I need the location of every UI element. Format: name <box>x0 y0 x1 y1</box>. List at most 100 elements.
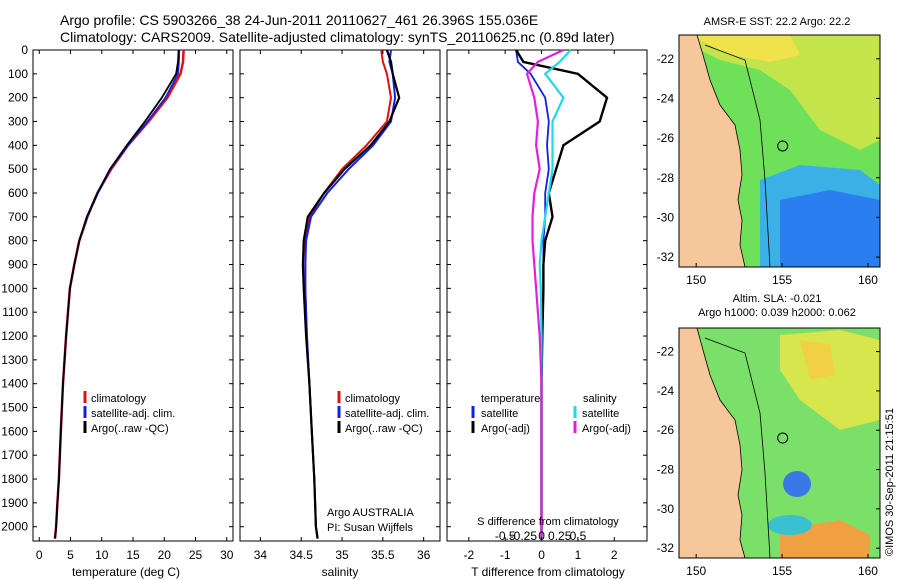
x-tick-label: 20 <box>158 548 172 562</box>
difference-series <box>515 49 609 539</box>
sst-map-axes: 150 155 160 -22 -24 -26 -28 -30 -32 <box>657 52 880 287</box>
sla-map-frame <box>678 327 881 559</box>
legend-label-argo: Argo(..raw -QC) <box>345 423 423 435</box>
series-line-argo <box>301 49 401 539</box>
series-line-t-argo <box>515 49 609 539</box>
legend-title-salinity: salinity <box>583 393 617 405</box>
difference-top-axis: -0.5-0.25 0 0.250.5 <box>495 529 587 543</box>
sla-map-axes: 150 155 160 -22 -24 -26 -28 -30 -32 <box>657 345 880 578</box>
x-tick-label: 25 <box>189 548 203 562</box>
difference-xlabel: T difference from climatology <box>471 565 625 579</box>
depth-axis: 0 100 200 300 400 500 600 700 800 900 1000 1100 1200… <box>1 43 647 534</box>
depth-tick-label: 0 <box>21 43 28 57</box>
depth-tick-label: 1100 <box>2 305 28 319</box>
temperature-panel: 0100200300400500600700800900100011001200… <box>1 43 647 579</box>
series-line-climatology <box>53 49 185 539</box>
x-tick-label: 2 <box>611 548 618 562</box>
salinity-legend: climatology satellite-adj. clim. Argo(..… <box>337 391 429 435</box>
x-tick-label: 0 <box>36 548 43 562</box>
map-x-tick-label: 160 <box>858 564 878 578</box>
map-y-tick-label: -30 <box>657 210 675 224</box>
sst-land <box>679 35 745 267</box>
difference-x-axis: -2 -1 0 1 2 <box>463 50 618 562</box>
map-y-tick-label: -30 <box>657 502 675 516</box>
depth-tick-label: 1600 <box>1 424 28 438</box>
depth-tick-label: 400 <box>8 138 28 152</box>
x-tick-label: -1 <box>500 548 511 562</box>
sla-map-image <box>679 328 880 558</box>
legend-title-temperature: temperature <box>481 393 540 405</box>
map-y-tick-label: -24 <box>657 91 675 105</box>
x-tick-label: 0 <box>538 548 545 562</box>
map-y-tick-label: -22 <box>657 52 675 66</box>
x-tick-label: 35 <box>335 548 349 562</box>
map-y-tick-label: -32 <box>657 541 675 555</box>
sst-coastline <box>696 35 746 267</box>
sst-coolest-region <box>780 190 880 267</box>
salinity-panel: 34 34.5 35 35.5 36 salinity climatology sate… <box>239 49 441 579</box>
salinity-axes-frame <box>239 49 441 542</box>
depth-tick-label: 100 <box>8 67 28 81</box>
depth-tick-label: 1000 <box>1 281 28 295</box>
series-line-satellite <box>304 49 397 539</box>
depth-tick-label: 1800 <box>1 472 28 486</box>
depth-tick-label: 700 <box>8 210 28 224</box>
map-y-tick-label: -28 <box>657 171 675 185</box>
temperature-series <box>53 49 185 539</box>
depth-tick-label: 900 <box>8 258 28 272</box>
map-y-tick-label: -22 <box>657 345 675 359</box>
temperature-x-axis: 0 5 10 15 20 25 30 <box>36 50 234 562</box>
sst-warmest-region <box>690 35 800 62</box>
series-line-climatology <box>304 49 393 539</box>
sla-bathymetry-contour <box>704 337 771 558</box>
top-tick-label: 0 <box>538 529 545 543</box>
depth-tick-label: 1200 <box>1 329 28 343</box>
sst-map-image <box>679 35 880 267</box>
header-line-1: Argo profile: CS 5903266_38 24-Jun-2011 … <box>60 12 538 28</box>
sla-land <box>679 328 745 558</box>
sst-map-panel: AMSR-E SST: 22.2 Argo: 22.2 150 155 160 -22… <box>657 16 881 287</box>
header-line-2: Climatology: CARS2009. Satellite-adjuste… <box>60 29 615 45</box>
sla-low-region <box>768 515 812 535</box>
legend-label-s-satellite: satellite <box>582 408 619 420</box>
series-line-argo <box>54 49 180 539</box>
x-tick-label: 36 <box>417 548 431 562</box>
map-x-tick-label: 150 <box>686 564 706 578</box>
difference-panel: -2 -1 0 1 2 T difference from climatology S … <box>446 49 648 579</box>
depth-tick-label: 1500 <box>1 401 28 415</box>
sst-map-title: AMSR-E SST: 22.2 Argo: 22.2 <box>704 16 851 28</box>
map-x-tick-label: 155 <box>772 273 792 287</box>
x-tick-label: 35.5 <box>371 548 395 562</box>
legend-label-s-argo: Argo(-adj) <box>582 423 631 435</box>
float-program-label: Argo AUSTRALIA <box>327 507 414 519</box>
x-tick-label: 5 <box>67 548 74 562</box>
x-tick-label: 10 <box>95 548 109 562</box>
difference-legend: temperature salinity satellite Argo(-adj… <box>471 393 631 435</box>
map-y-tick-label: -28 <box>657 463 675 477</box>
temperature-axes-frame <box>32 49 234 542</box>
sla-coastline <box>696 328 746 558</box>
sla-map-title-line-2: Argo h1000: 0.039 h2000: 0.062 <box>698 307 856 319</box>
map-y-tick-label: -24 <box>657 384 675 398</box>
salinity-xlabel: salinity <box>322 565 359 579</box>
depth-tick-label: 1900 <box>1 496 28 510</box>
legend-label-satellite: satellite-adj. clim. <box>345 408 429 420</box>
series-line-satellite <box>54 49 181 539</box>
x-tick-label: 1 <box>575 548 582 562</box>
credit-label: ©IMOS 30-Sep-2011 21:15:51 <box>884 408 896 556</box>
map-x-tick-label: 150 <box>686 273 706 287</box>
x-tick-label: 30 <box>220 548 234 562</box>
pi-label: PI: Susan Wijffels <box>327 522 413 534</box>
depth-tick-label: 1700 <box>1 448 28 462</box>
temperature-legend: climatology satellite-adj. clim. Argo(..… <box>83 391 175 435</box>
legend-label-t-satellite: satellite <box>481 408 518 420</box>
map-y-tick-label: -26 <box>657 131 675 145</box>
salinity-x-axis: 34 34.5 35 35.5 36 <box>254 50 431 562</box>
legend-label-satellite: satellite-adj. clim. <box>91 408 175 420</box>
depth-tick-label: 600 <box>8 186 28 200</box>
sst-warm-region <box>679 35 880 150</box>
x-tick-label: 15 <box>126 548 140 562</box>
depth-tick-label: 1400 <box>1 377 28 391</box>
sla-highest-region <box>800 340 835 380</box>
